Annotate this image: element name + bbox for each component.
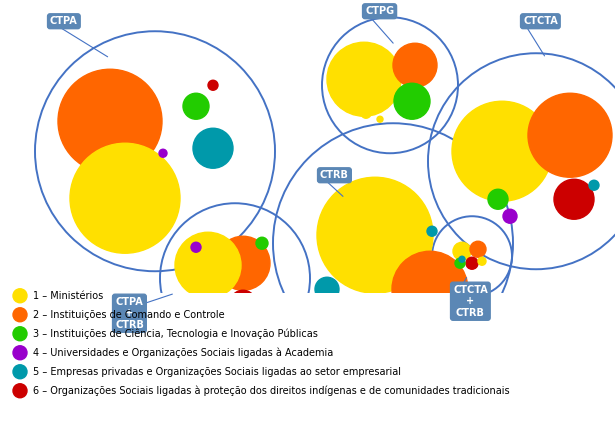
Circle shape [201, 296, 219, 314]
Text: 4 – Universidades e Organizações Sociais ligadas à Academia: 4 – Universidades e Organizações Sociais… [33, 347, 333, 358]
Circle shape [175, 232, 241, 298]
Text: CTPA
+
CTRB: CTPA + CTRB [115, 296, 144, 330]
Circle shape [193, 128, 233, 168]
Circle shape [427, 226, 437, 236]
Text: 2 – Instituições de Comando e Controle: 2 – Instituições de Comando e Controle [33, 310, 224, 320]
Circle shape [455, 258, 465, 268]
Text: 3 – Instituições de Ciência, Tecnologia e Inovação Públicas: 3 – Instituições de Ciência, Tecnologia … [33, 328, 318, 339]
Text: CTPG: CTPG [365, 6, 394, 16]
Circle shape [361, 108, 371, 118]
Circle shape [470, 241, 486, 257]
Circle shape [459, 256, 465, 262]
Circle shape [478, 257, 486, 265]
Circle shape [13, 384, 27, 398]
Circle shape [327, 42, 401, 116]
Circle shape [70, 143, 180, 253]
Circle shape [453, 242, 471, 260]
Circle shape [208, 80, 218, 90]
Circle shape [393, 43, 437, 87]
Text: 6 – Organizações Sociais ligadas à proteção dos direitos indígenas e de comunida: 6 – Organizações Sociais ligadas à prote… [33, 385, 510, 396]
Circle shape [13, 365, 27, 379]
Circle shape [377, 116, 383, 122]
Circle shape [13, 346, 27, 360]
Text: CTCTA
+
CTRB: CTCTA + CTRB [453, 285, 488, 318]
Circle shape [216, 236, 270, 290]
Circle shape [503, 209, 517, 223]
Circle shape [13, 289, 27, 303]
Circle shape [230, 290, 256, 316]
Circle shape [159, 149, 167, 157]
Circle shape [58, 69, 162, 173]
Circle shape [191, 242, 201, 252]
Circle shape [13, 327, 27, 341]
Circle shape [317, 177, 433, 293]
Circle shape [315, 277, 339, 301]
Circle shape [392, 251, 468, 327]
Text: 1 – Ministérios: 1 – Ministérios [33, 291, 103, 301]
Circle shape [183, 93, 209, 119]
Circle shape [394, 83, 430, 119]
Circle shape [398, 321, 406, 329]
Circle shape [13, 308, 27, 322]
Circle shape [256, 237, 268, 249]
Text: 5 – Empresas privadas e Organizações Sociais ligadas ao setor empresarial: 5 – Empresas privadas e Organizações Soc… [33, 367, 401, 377]
Circle shape [589, 180, 599, 190]
Circle shape [466, 257, 478, 269]
Circle shape [488, 189, 508, 209]
Text: CTPA: CTPA [50, 16, 77, 26]
Circle shape [336, 312, 348, 324]
Text: CTCTA: CTCTA [523, 16, 558, 26]
Circle shape [554, 179, 594, 219]
Circle shape [452, 101, 552, 201]
Circle shape [528, 93, 612, 177]
Text: CTRB: CTRB [320, 170, 349, 180]
